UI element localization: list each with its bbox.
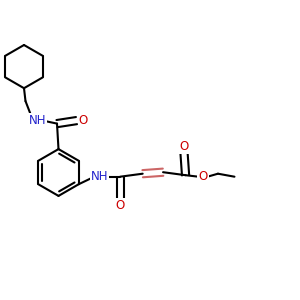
Text: O: O <box>79 114 88 127</box>
Text: O: O <box>198 170 208 183</box>
Text: NH: NH <box>29 114 46 127</box>
Text: O: O <box>179 140 189 154</box>
Text: NH: NH <box>91 170 109 183</box>
Text: O: O <box>116 199 125 212</box>
